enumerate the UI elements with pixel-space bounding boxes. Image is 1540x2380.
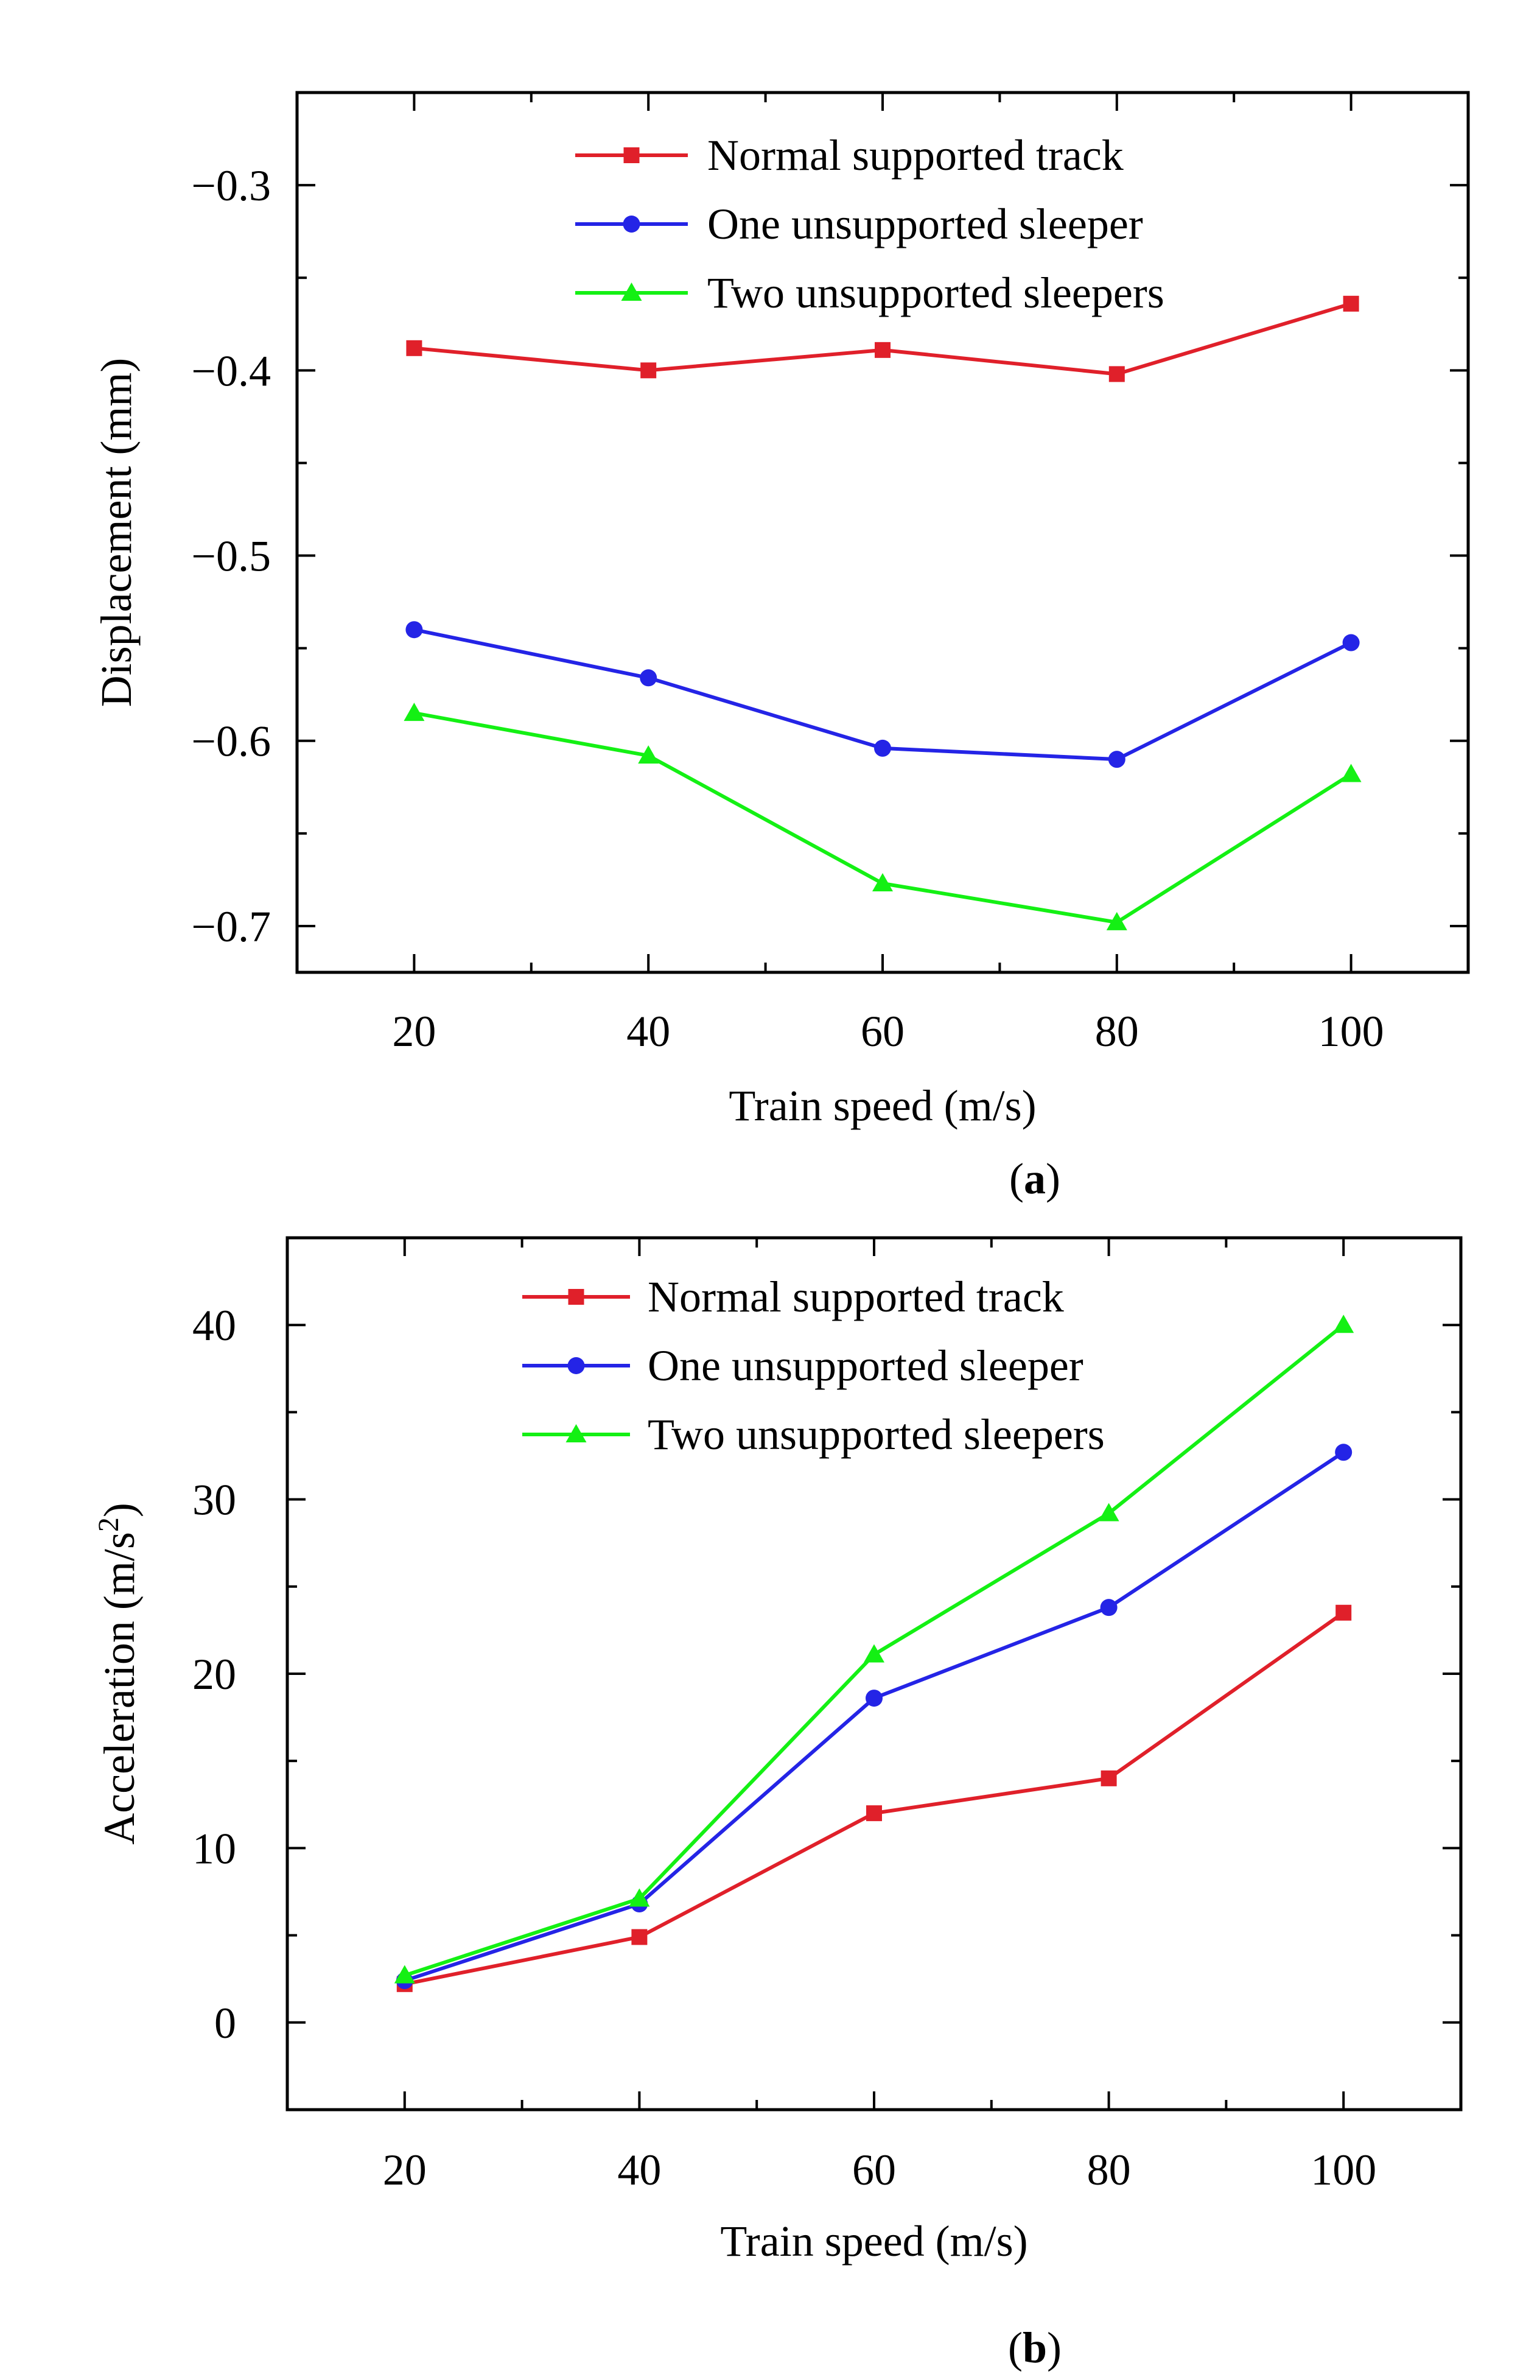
legend-marker: [621, 283, 642, 301]
x-tick-label: 60: [852, 2146, 896, 2194]
legend-label: Normal supported track: [707, 131, 1124, 180]
data-point: [872, 872, 893, 891]
legend-label: Normal supported track: [648, 1272, 1064, 1321]
y-tick-label: −0.3: [191, 161, 271, 210]
legend-marker: [565, 1424, 587, 1442]
panel-label-letter: b: [1023, 2323, 1047, 2372]
x-tick-label: 20: [383, 2146, 427, 2194]
panel-label-open: (: [1009, 1154, 1024, 1203]
y-axis-label-text: Displacement (mm): [92, 358, 141, 707]
legend-marker: [567, 1357, 585, 1374]
legend-marker: [623, 147, 640, 163]
x-tick-label: 40: [617, 2146, 661, 2194]
legend-entry: Normal supported track: [522, 1272, 1064, 1321]
data-point: [404, 703, 425, 721]
y-tick-label: 40: [192, 1301, 236, 1350]
y-tick-label: −0.6: [191, 717, 271, 766]
data-point: [1106, 911, 1127, 930]
x-axis-label: Train speed (m/s): [729, 1081, 1036, 1130]
legend-entry: One unsupported sleeper: [522, 1341, 1083, 1390]
series-3: [394, 1315, 1354, 1984]
legend-entry: Two unsupported sleepers: [522, 1410, 1105, 1459]
series-2: [405, 621, 1360, 768]
data-point: [638, 745, 659, 764]
y-tick-label: −0.7: [191, 902, 271, 951]
data-point: [1335, 1604, 1352, 1621]
x-tick-label: 100: [1318, 1007, 1384, 1056]
panel-label: (a): [1009, 1154, 1060, 1203]
panel-label-open: (: [1008, 2323, 1023, 2372]
data-point: [640, 362, 657, 379]
data-point: [1340, 763, 1362, 782]
data-point: [631, 1929, 648, 1945]
y-tick-label: 0: [214, 1999, 236, 2048]
series-1: [396, 1604, 1352, 1992]
data-point: [405, 621, 423, 639]
x-tick-label: 80: [1087, 2146, 1131, 2194]
panel-label-close: ): [1046, 1154, 1060, 1203]
y-axis-label-text: Acceleration (m/s: [95, 1532, 144, 1845]
legend-entry: One unsupported sleeper: [575, 200, 1143, 248]
y-axis-label-close: ): [95, 1503, 144, 1517]
series-2: [396, 1444, 1353, 1990]
series-line: [404, 1450, 1345, 1982]
legend-marker: [623, 216, 640, 233]
data-point: [1100, 1599, 1118, 1617]
legend-entry: Normal supported track: [575, 131, 1124, 180]
legend-label: Two unsupported sleepers: [648, 1410, 1105, 1459]
y-tick-label: 20: [192, 1650, 236, 1699]
data-point: [1333, 1315, 1354, 1333]
x-tick-label: 80: [1095, 1007, 1139, 1056]
data-point: [866, 1690, 883, 1707]
legend: Normal supported track One unsupported sl…: [575, 131, 1164, 317]
data-point: [640, 669, 657, 687]
x-axis-ticks: 20 40 60 80 100: [286, 1238, 1462, 2194]
x-axis-label: Train speed (m/s): [720, 2217, 1027, 2266]
data-point: [866, 1805, 882, 1822]
x-tick-label: 100: [1311, 2146, 1376, 2194]
data-point: [1108, 366, 1125, 382]
series-3: [404, 703, 1362, 930]
y-tick-label: −0.4: [191, 346, 271, 395]
y-axis-ticks: 0 10 20 30 40: [192, 1237, 1461, 2111]
legend-entry: Two unsupported sleepers: [575, 269, 1164, 317]
panel-label: (b): [1008, 2323, 1062, 2372]
legend: Normal supported track One unsupported sl…: [522, 1272, 1105, 1459]
data-point: [394, 1965, 415, 1984]
y-tick-label: −0.5: [191, 532, 271, 581]
data-point: [875, 342, 891, 358]
data-point: [1108, 751, 1125, 768]
legend-label: Two unsupported sleepers: [707, 269, 1164, 317]
y-axis-label: Displacement (mm): [92, 358, 141, 707]
chart-panel-b: 20 40 60 80 100 0 10 20 30 40 Train speed (m/s) Acc…: [93, 1236, 1463, 2372]
data-point: [1342, 634, 1360, 651]
y-tick-label: 10: [192, 1824, 236, 1873]
x-tick-label: 60: [861, 1007, 905, 1056]
data-point: [1101, 1770, 1117, 1786]
y-axis-label-superscript: 2: [93, 1517, 125, 1532]
data-point: [874, 739, 891, 757]
y-tick-label: 30: [192, 1476, 236, 1525]
y-axis-ticks: −0.3 −0.4 −0.5 −0.6 −0.7: [191, 91, 1468, 951]
x-axis-ticks: 20 40 60 80 100: [296, 93, 1469, 1056]
y-axis-label: Acceleration (m/s2): [93, 1503, 144, 1845]
data-point: [1343, 295, 1359, 312]
data-point: [1098, 1503, 1119, 1522]
data-point: [406, 340, 422, 356]
legend-label: One unsupported sleeper: [648, 1341, 1083, 1390]
legend-marker: [568, 1289, 584, 1305]
data-point: [629, 1888, 650, 1907]
panel-label-close: ): [1047, 2323, 1062, 2372]
x-tick-label: 40: [626, 1007, 670, 1056]
chart-panel-a: 20 40 60 80 100 −0.3 −0.4 −0.5 −0.6 −0.7 Train spe…: [92, 91, 1470, 1203]
legend-label: One unsupported sleeper: [707, 200, 1143, 248]
x-tick-label: 20: [392, 1007, 436, 1056]
panel-label-letter: a: [1024, 1154, 1046, 1203]
data-point: [864, 1644, 884, 1663]
data-point: [1335, 1444, 1353, 1461]
series-1: [406, 295, 1359, 382]
